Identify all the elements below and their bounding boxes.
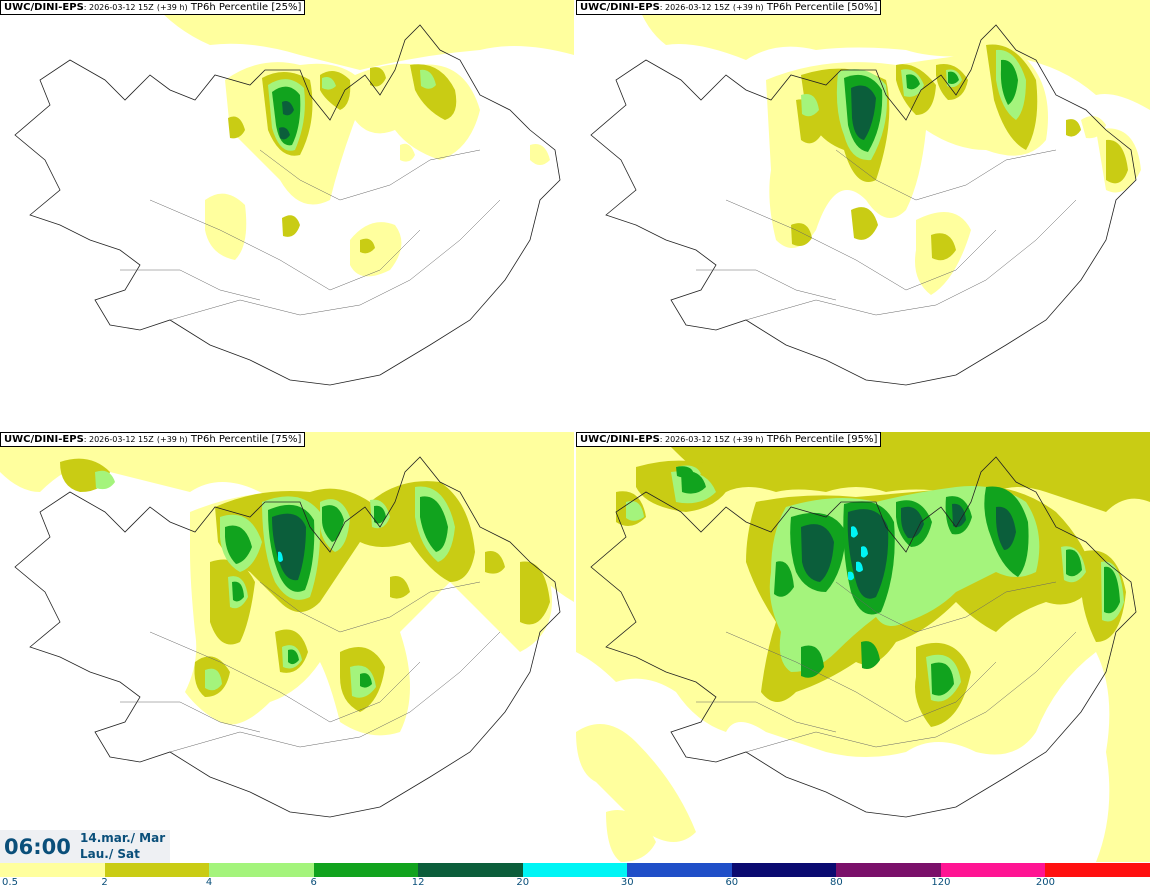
iceland-outline <box>590 24 1137 386</box>
precip-map <box>0 432 574 818</box>
panel-title: UWC/DINI-EPS: 2026-03-12 15Z (+39 h) TP6… <box>576 0 882 15</box>
colorbar-swatch <box>1045 863 1150 877</box>
colorbar-swatch <box>0 863 105 877</box>
precip-map <box>590 0 1150 386</box>
colorbar-tick-label: 200 <box>1035 877 1055 888</box>
map-panel-p25: UWC/DINI-EPS: 2026-03-12 15Z (+39 h) TP6… <box>0 0 574 430</box>
precip-field <box>0 432 574 736</box>
colorbar-tick-label: 4 <box>205 877 213 888</box>
colorbar-swatch <box>209 863 314 877</box>
colorbar-tick-label: 0.5 <box>2 877 18 888</box>
precip-map <box>576 432 1150 862</box>
colorbar-swatch <box>104 863 210 877</box>
colorbar-tick-label: 120 <box>931 877 951 888</box>
valid-date-line2: Lau./ Sat <box>80 847 140 861</box>
panel-title: UWC/DINI-EPS: 2026-03-12 15Z (+39 h) TP6… <box>0 432 306 447</box>
colorbar-tick-label: 12 <box>411 877 425 888</box>
valid-time: 06:00 <box>4 835 71 859</box>
precip-field <box>636 0 1150 295</box>
colorbar-swatch <box>522 863 628 877</box>
colorbar-swatch <box>940 863 1046 877</box>
precip-map <box>14 0 574 386</box>
valid-time-box: 06:00 14.mar./ Mar Lau./ Sat <box>0 830 170 863</box>
colorbar-tick-label: 80 <box>829 877 843 888</box>
colorbar-swatch <box>418 863 523 877</box>
colorbar-tick-label: 6 <box>310 877 317 888</box>
colorbar-tick-label: 2 <box>101 877 108 888</box>
precip-field <box>150 0 574 277</box>
colorbar-tick-label: 20 <box>516 877 530 888</box>
panel-title: UWC/DINI-EPS: 2026-03-12 15Z (+39 h) TP6… <box>0 0 306 15</box>
colorbar-swatch <box>731 863 837 877</box>
colorbar-ticks: 0.5 2 4 6 12 20 30 60 80 120 200 <box>0 877 1150 891</box>
map-panel-p50: UWC/DINI-EPS: 2026-03-12 15Z (+39 h) TP6… <box>576 0 1150 430</box>
map-panel-p95: UWC/DINI-EPS: 2026-03-12 15Z (+39 h) TP6… <box>576 432 1150 862</box>
colorbar-tick-label: 60 <box>725 877 739 888</box>
valid-date-line1: 14.mar./ Mar <box>80 831 166 845</box>
colorbar-tick-label: 30 <box>620 877 634 888</box>
panel-title: UWC/DINI-EPS: 2026-03-12 15Z (+39 h) TP6… <box>576 432 882 447</box>
map-panel-p75: UWC/DINI-EPS: 2026-03-12 15Z (+39 h) TP6… <box>0 432 574 862</box>
iceland-outline <box>14 24 561 386</box>
iceland-outline <box>14 456 561 818</box>
colorbar-swatch <box>836 863 941 877</box>
colorbar-swatch <box>313 863 419 877</box>
precip-field <box>576 432 1150 862</box>
iceland-outline <box>590 456 1137 818</box>
colorbar-swatch <box>627 863 732 877</box>
colorbar <box>0 863 1150 877</box>
